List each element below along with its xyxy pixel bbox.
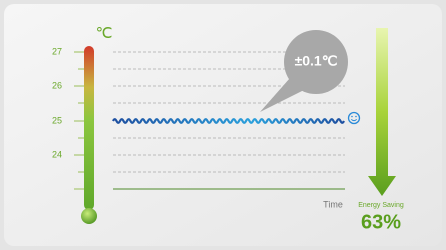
saving-label: Energy Saving [358,202,404,209]
thermometer-bulb [81,208,97,224]
scale-label: 25 [52,115,62,125]
infographic: ℃ 27 26 25 24 ±0.1℃ Time Energy Saving 6… [0,0,446,250]
saving-value: 63% [361,211,401,233]
unit-label: ℃ [96,25,113,42]
scale-label: 24 [52,149,62,159]
page: ℃ 27 26 25 24 ±0.1℃ Time Energy Saving 6… [0,0,446,250]
x-label: Time [323,199,343,209]
temperature-wave [113,119,344,123]
scale-label: 27 [52,46,62,56]
scale-label: 26 [52,80,62,90]
callout-text: ±0.1℃ [295,53,338,69]
thermometer-tube [84,46,94,210]
